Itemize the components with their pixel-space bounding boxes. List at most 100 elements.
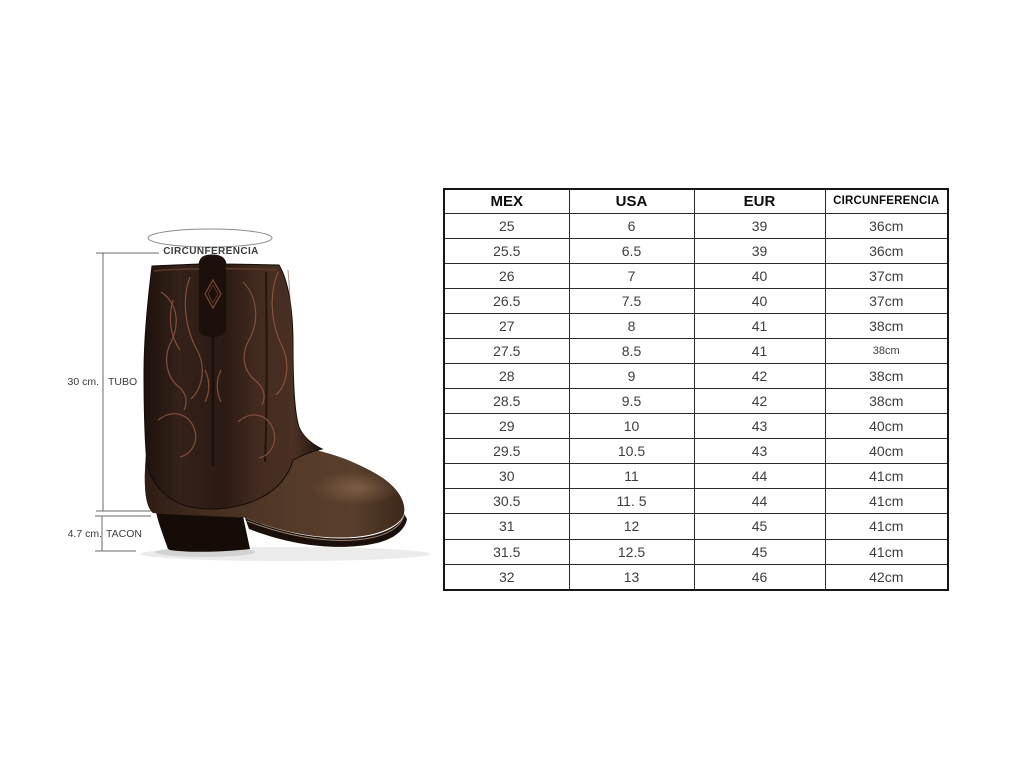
heel-label-text: TACON xyxy=(106,528,142,540)
table-row: 31.5 12.5 45 41cm xyxy=(443,538,949,565)
size-cell: 42 xyxy=(693,388,826,415)
size-cell: 38cm xyxy=(824,388,949,415)
boot-heel xyxy=(156,512,250,552)
table-row: 26.5 7.5 40 37cm xyxy=(443,287,949,314)
size-cell: 44 xyxy=(693,463,826,490)
size-cell: 46 xyxy=(693,563,826,591)
size-cell: 8.5 xyxy=(568,337,695,364)
size-cell: 38cm xyxy=(824,362,949,390)
size-cell: 37cm xyxy=(824,262,949,289)
size-cell: 25 xyxy=(443,212,570,239)
header-usa: USA xyxy=(568,188,695,214)
size-cell: 9 xyxy=(568,362,695,390)
table-row: 25.5 6.5 39 36cm xyxy=(443,237,949,264)
size-cell: 29 xyxy=(443,413,570,440)
header-row: MEX USA EUR CIRCUNFERENCIA xyxy=(443,188,949,214)
shaft-embroidery xyxy=(157,271,288,459)
size-cell: 43 xyxy=(693,413,826,440)
size-cell: 30 xyxy=(443,463,570,490)
table-row: 28 9 42 38cm xyxy=(443,362,949,390)
table-row: 29 10 43 40cm xyxy=(443,413,949,440)
size-cell: 25.5 xyxy=(443,237,570,264)
size-cell: 41cm xyxy=(824,463,949,490)
size-cell: 11. 5 xyxy=(568,488,695,515)
size-cell: 44 xyxy=(693,488,826,515)
size-cell: 40cm xyxy=(824,413,949,440)
toe-sheen xyxy=(313,471,403,505)
size-cell: 40cm xyxy=(824,438,949,465)
size-table-header: MEX USA EUR CIRCUNFERENCIA xyxy=(443,188,949,214)
size-cell: 45 xyxy=(693,538,826,565)
size-cell: 41cm xyxy=(824,538,949,565)
size-cell: 39 xyxy=(693,212,826,239)
size-table-body: 25 6 39 36cm 25.5 6.5 39 36cm 26 7 40 37cm 26.5 7.5 40… xyxy=(443,212,949,591)
size-cell: 7.5 xyxy=(568,287,695,314)
header-circunferencia: CIRCUNFERENCIA xyxy=(824,188,949,214)
size-cell: 8 xyxy=(568,312,695,339)
size-cell: 26 xyxy=(443,262,570,289)
size-cell: 10.5 xyxy=(568,438,695,465)
boot-illustration xyxy=(95,228,430,561)
heel-measure-text: 4.7 cm. xyxy=(67,528,102,540)
table-row: 29.5 10.5 43 40cm xyxy=(443,438,949,465)
size-cell: 7 xyxy=(568,262,695,289)
circumference-label: CIRCUNFERENCIA xyxy=(163,246,259,257)
size-cell: 27 xyxy=(443,312,570,339)
size-cell: 27.5 xyxy=(443,337,570,364)
size-cell: 12 xyxy=(568,513,695,540)
size-cell: 41 xyxy=(693,337,826,364)
pull-strap xyxy=(199,256,226,337)
size-cell: 41 xyxy=(693,312,826,339)
tube-measure-text: 30 cm. xyxy=(67,376,99,388)
size-cell: 28.5 xyxy=(443,388,570,415)
size-cell: 38cm xyxy=(824,337,949,364)
size-cell: 6.5 xyxy=(568,237,695,264)
heel-measure-line xyxy=(95,515,151,552)
size-cell: 11 xyxy=(568,463,695,490)
table-row: 30.5 11. 5 44 41cm xyxy=(443,488,949,515)
size-cell: 37cm xyxy=(824,287,949,314)
size-cell: 38cm xyxy=(824,312,949,339)
size-cell: 32 xyxy=(443,563,570,591)
size-cell: 31 xyxy=(443,513,570,540)
size-cell: 40 xyxy=(693,287,826,314)
size-cell: 42cm xyxy=(824,563,949,591)
size-cell: 30.5 xyxy=(443,488,570,515)
size-table: MEX USA EUR CIRCUNFERENCIA 25 6 39 36cm 25.5… xyxy=(443,188,949,591)
size-cell: 29.5 xyxy=(443,438,570,465)
table-row: 30 11 44 41cm xyxy=(443,463,949,490)
shaft-edge-piping xyxy=(287,269,293,451)
side-seam xyxy=(264,271,268,463)
size-cell: 43 xyxy=(693,438,826,465)
welt-stitching xyxy=(246,514,405,541)
size-cell: 26.5 xyxy=(443,287,570,314)
size-cell: 13 xyxy=(568,563,695,591)
size-cell: 10 xyxy=(568,413,695,440)
size-cell: 12.5 xyxy=(568,538,695,565)
table-row: 32 13 46 42cm xyxy=(443,563,949,591)
size-cell: 36cm xyxy=(824,212,949,239)
size-cell: 42 xyxy=(693,362,826,390)
size-cell: 40 xyxy=(693,262,826,289)
table-row: 28.5 9.5 42 38cm xyxy=(443,388,949,415)
table-row: 27.5 8.5 41 38cm xyxy=(443,337,949,364)
size-cell: 45 xyxy=(693,513,826,540)
size-cell: 9.5 xyxy=(568,388,695,415)
header-mex: MEX xyxy=(443,188,570,214)
tube-label-text: TUBO xyxy=(108,376,138,388)
table-row: 26 7 40 37cm xyxy=(443,262,949,289)
size-cell: 41cm xyxy=(824,488,949,515)
table-row: 25 6 39 36cm xyxy=(443,212,949,239)
header-eur: EUR xyxy=(693,188,826,214)
size-cell: 28 xyxy=(443,362,570,390)
size-cell: 6 xyxy=(568,212,695,239)
table-row: 31 12 45 41cm xyxy=(443,513,949,540)
table-row: 27 8 41 38cm xyxy=(443,312,949,339)
size-cell: 39 xyxy=(693,237,826,264)
tube-measure-line xyxy=(96,252,159,512)
size-cell: 41cm xyxy=(824,513,949,540)
size-cell: 36cm xyxy=(824,237,949,264)
circumference-ellipse xyxy=(147,228,273,248)
size-cell: 31.5 xyxy=(443,538,570,565)
